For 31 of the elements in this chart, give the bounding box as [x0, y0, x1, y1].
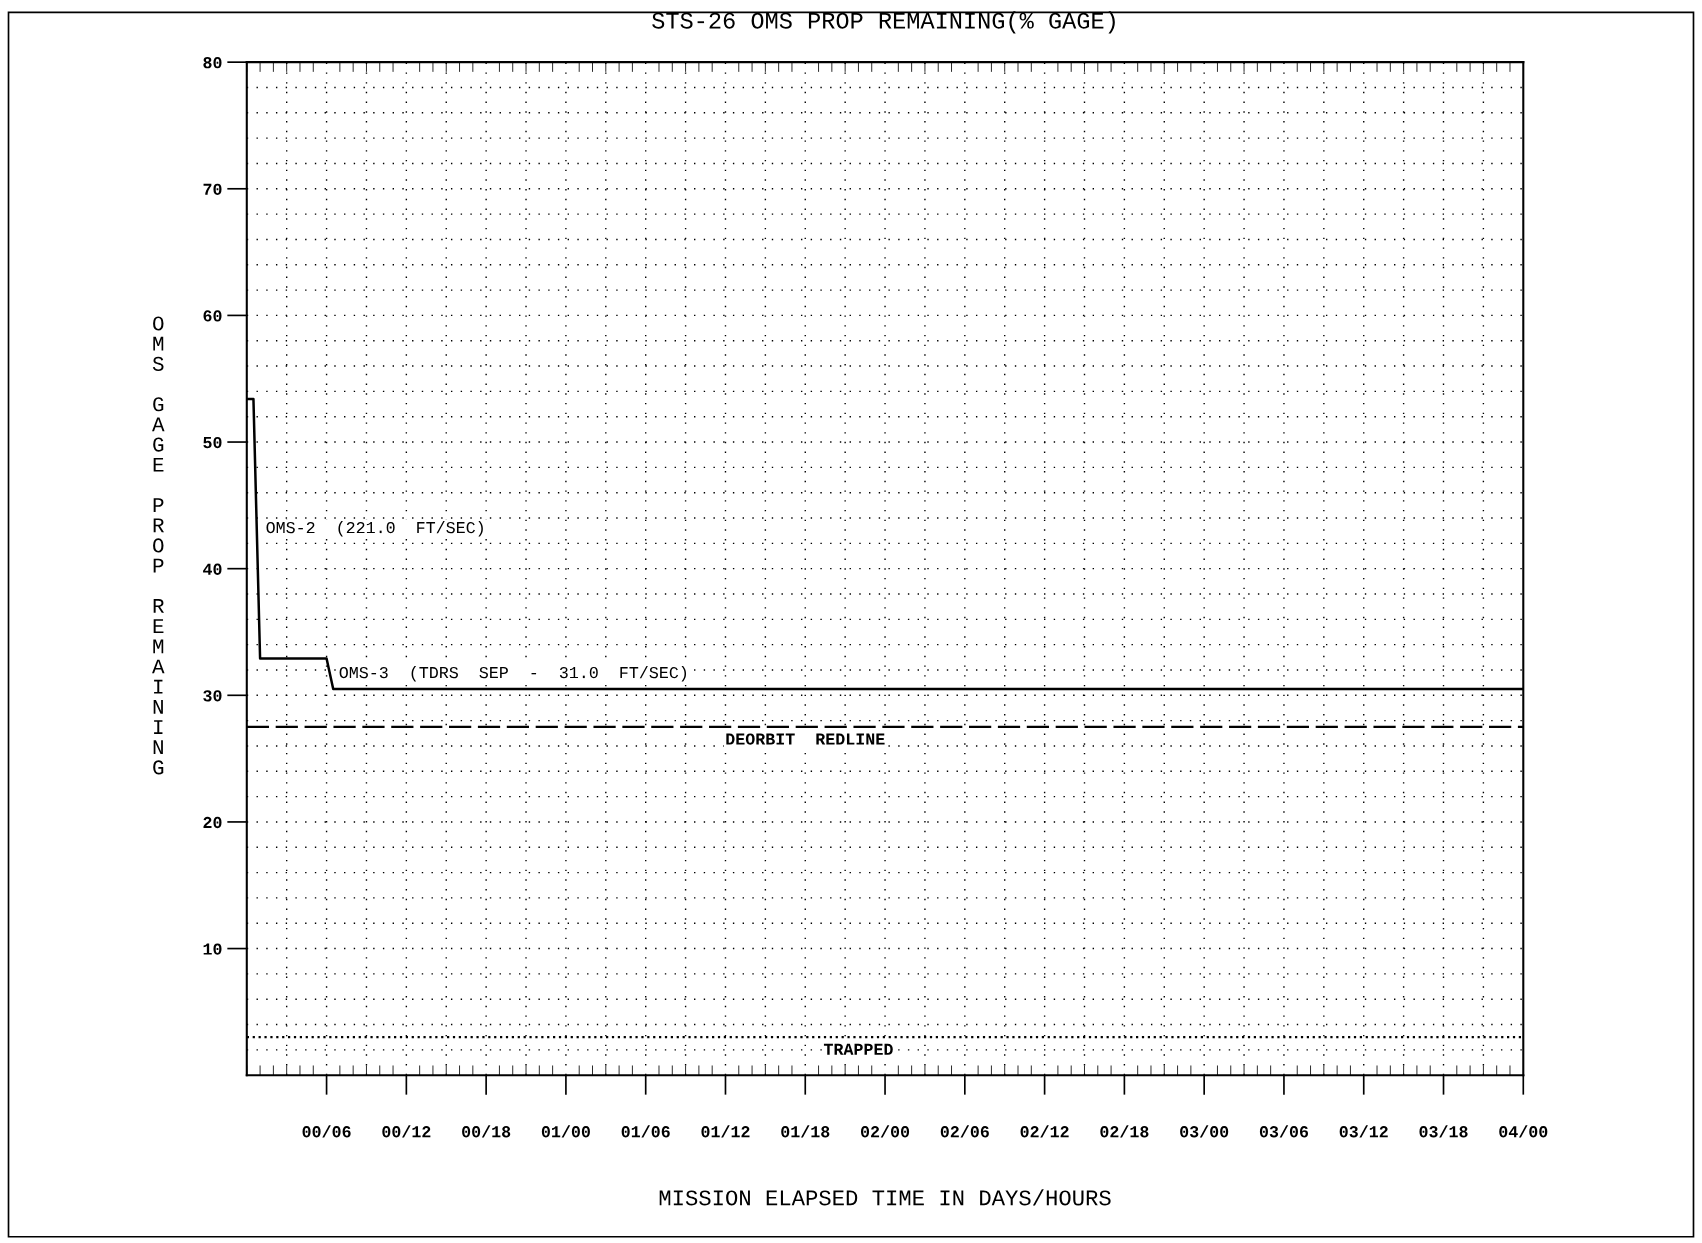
x-tick-label: 00/18 — [462, 1125, 511, 1138]
x-tick-label: 01/00 — [541, 1125, 590, 1138]
x-tick-label: 01/18 — [781, 1125, 830, 1138]
x-tick-label: 02/00 — [860, 1125, 910, 1138]
x-tick-label: 00/06 — [302, 1125, 351, 1138]
x-tick-label: 02/06 — [940, 1125, 989, 1138]
annotation: OMS-3 (TDRS SEP - 31.0 FT/SEC) — [339, 666, 687, 682]
y-tick-label: 10 — [203, 943, 222, 955]
y-tick-label: 30 — [203, 690, 222, 702]
y-tick-label: 70 — [203, 183, 222, 195]
ref-line-label: TRAPPED — [823, 1043, 893, 1055]
y-tick-label: 40 — [203, 563, 222, 575]
x-tick-label: 04/00 — [1499, 1125, 1548, 1138]
ref-line-label: DEORBIT REDLINE — [726, 733, 885, 745]
x-tick-label: 03/18 — [1419, 1125, 1468, 1138]
x-tick-label: 02/18 — [1100, 1125, 1149, 1138]
x-tick-label: 01/12 — [701, 1125, 750, 1138]
x-tick-label: 01/06 — [621, 1125, 670, 1138]
chart-title: STS-26 OMS PROP REMAINING(% GAGE) — [652, 11, 1115, 34]
y-tick-label: 60 — [203, 310, 222, 322]
x-tick-label: 00/12 — [382, 1125, 431, 1138]
text: OMS GAGE PROP REMAINING — [152, 316, 165, 775]
x-tick-label: 03/00 — [1180, 1125, 1229, 1138]
x-tick-label: 02/12 — [1020, 1125, 1069, 1138]
x-tick-label: 03/06 — [1259, 1125, 1309, 1138]
y-tick-label: 20 — [203, 816, 222, 829]
x-axis-title: MISSION ELAPSED TIME IN DAYS/HOURS — [659, 1189, 1111, 1206]
y-tick-label: 80 — [203, 57, 222, 69]
annotation: OMS-2 (221.0 FT/SEC) — [266, 521, 483, 537]
y-tick-label: 50 — [203, 436, 222, 449]
x-tick-label: 03/12 — [1339, 1125, 1388, 1138]
